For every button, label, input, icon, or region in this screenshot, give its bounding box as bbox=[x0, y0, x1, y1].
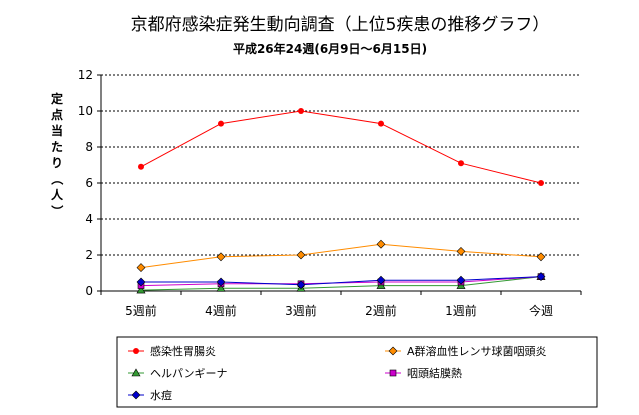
y-tick-label: 10 bbox=[78, 104, 93, 118]
y-axis-label-char: （ bbox=[50, 173, 65, 185]
chart-title: 京都府感染症発生動向調査（上位5疾患の推移グラフ） bbox=[131, 15, 550, 35]
x-tick-label: 3週前 bbox=[285, 303, 317, 318]
data-point bbox=[458, 160, 464, 167]
data-point bbox=[536, 272, 546, 282]
legend-label: A群溶血性レンサ球菌咽頭炎 bbox=[407, 344, 547, 358]
legend-marker bbox=[131, 368, 141, 377]
y-tick-label: 0 bbox=[85, 284, 93, 298]
y-axis-label-char: 定 bbox=[51, 91, 63, 106]
legend-marker bbox=[133, 348, 139, 354]
series-line bbox=[140, 243, 542, 269]
data-point bbox=[456, 275, 466, 285]
series-line bbox=[140, 276, 542, 291]
series-line bbox=[141, 276, 542, 286]
data-point bbox=[298, 108, 304, 114]
y-axis-label-char: ） bbox=[50, 205, 65, 217]
data-point bbox=[136, 285, 146, 294]
data-point bbox=[136, 277, 146, 287]
data-point bbox=[136, 263, 146, 273]
series bbox=[136, 108, 546, 294]
x-tick-label: 5週前 bbox=[125, 303, 157, 318]
y-axis-label-char: り bbox=[51, 156, 63, 170]
series-line bbox=[140, 110, 542, 184]
data-point bbox=[216, 283, 226, 292]
legend-box bbox=[116, 336, 598, 408]
axes: 0 2 4 6 8 10 12 5週前 4週前 3週前 2週前 1週前 今週 bbox=[78, 68, 582, 318]
y-tick-label: 2 bbox=[85, 248, 93, 262]
data-point bbox=[296, 280, 306, 290]
data-point bbox=[456, 246, 466, 256]
y-tick-label: 8 bbox=[85, 140, 93, 154]
data-point bbox=[376, 275, 386, 285]
series-line bbox=[140, 276, 542, 287]
legend-marker bbox=[389, 369, 397, 377]
legend-marker bbox=[388, 346, 398, 356]
data-point bbox=[296, 250, 306, 260]
data-point bbox=[216, 277, 226, 287]
x-tick-label: 4週前 bbox=[205, 303, 237, 318]
y-tick-label: 6 bbox=[85, 176, 93, 190]
chart-subtitle: 平成26年24週(6月9日～6月15日) bbox=[233, 41, 427, 56]
y-axis-label-char: 点 bbox=[51, 107, 63, 122]
y-tick-label: 4 bbox=[85, 212, 93, 226]
y-tick-label: 12 bbox=[78, 68, 93, 82]
legend-label: 水痘 bbox=[150, 388, 172, 402]
data-point bbox=[538, 180, 544, 186]
y-axis-label-char: 人 bbox=[51, 187, 64, 202]
legend-label: 咽頭結膜熱 bbox=[407, 366, 462, 380]
legend-marker bbox=[131, 390, 141, 400]
data-point bbox=[378, 120, 384, 127]
y-axis-label-char: 当 bbox=[51, 123, 63, 138]
x-tick-label: 2週前 bbox=[365, 303, 397, 318]
data-point bbox=[218, 120, 224, 127]
legend-label: 感染性胃腸炎 bbox=[150, 344, 216, 358]
legend-label: ヘルパンギーナ bbox=[150, 367, 228, 380]
x-tick-label: 今週 bbox=[529, 303, 553, 318]
data-point bbox=[138, 163, 144, 170]
y-axis-label-char: た bbox=[51, 140, 63, 154]
data-point bbox=[536, 252, 546, 262]
data-point bbox=[376, 239, 386, 249]
data-point bbox=[216, 252, 226, 262]
grid bbox=[101, 74, 581, 256]
x-tick-label: 1週前 bbox=[445, 303, 477, 318]
